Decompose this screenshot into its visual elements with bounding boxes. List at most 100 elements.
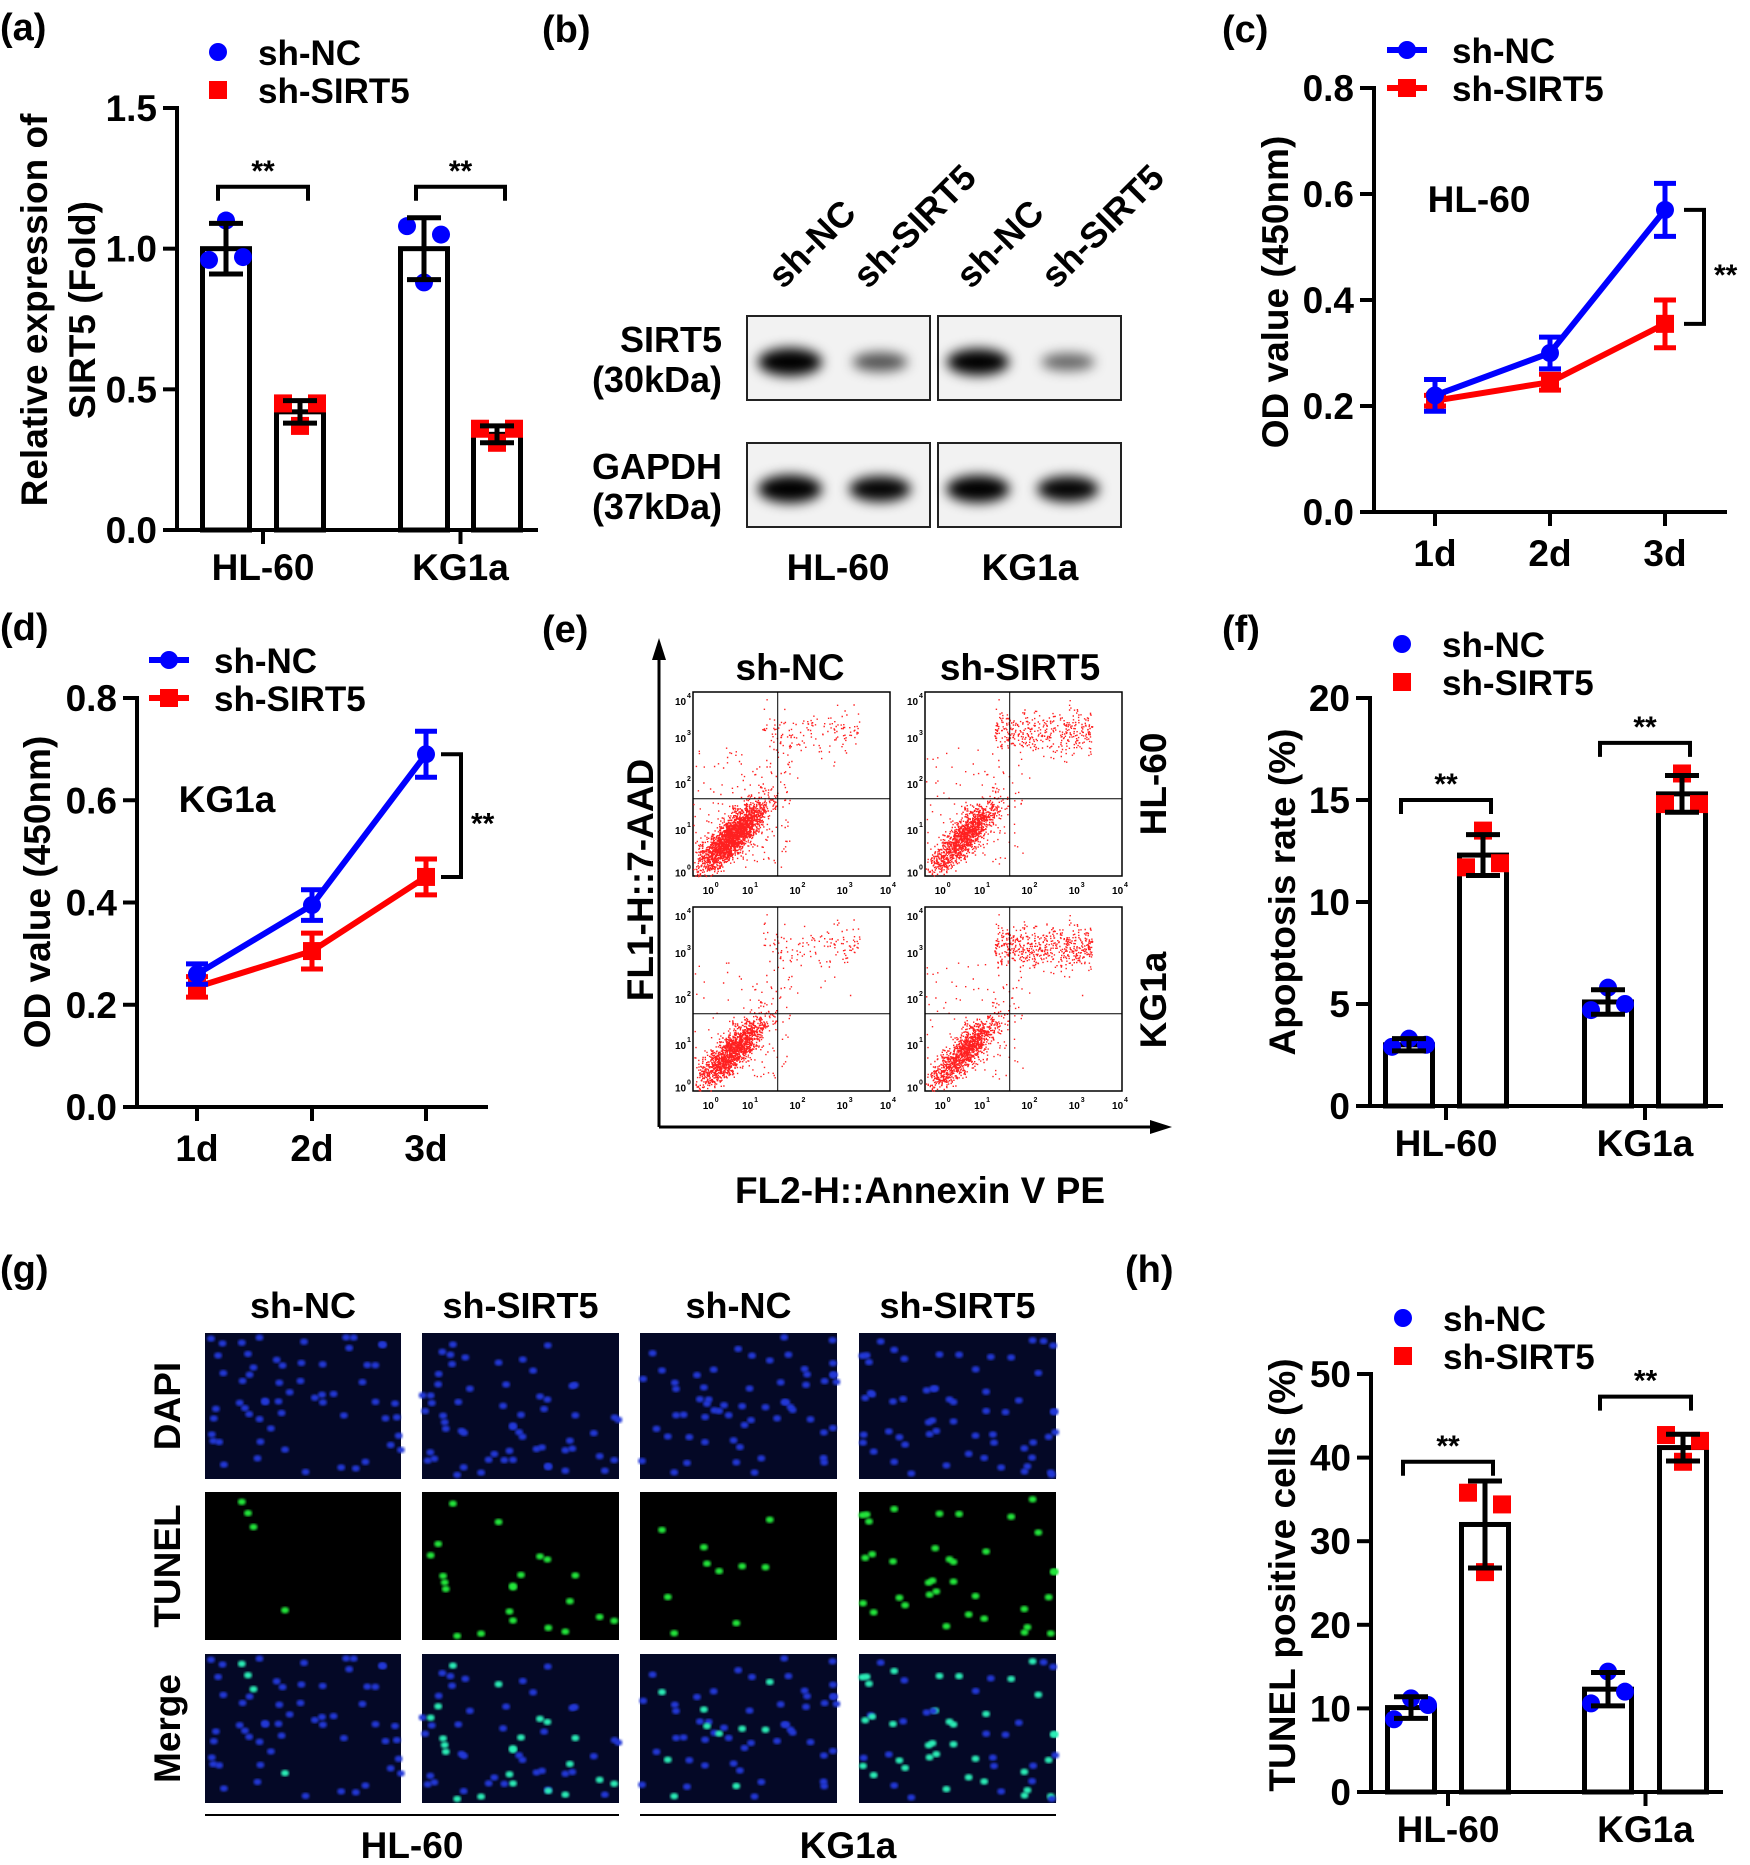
cell-nucleus bbox=[351, 1789, 360, 1796]
cell-nucleus bbox=[448, 1360, 457, 1368]
x-tick-exponent: 0 bbox=[947, 882, 951, 889]
cell-nucleus bbox=[670, 1630, 679, 1637]
micrograph-tunel bbox=[205, 1492, 401, 1640]
bar bbox=[1657, 1445, 1709, 1795]
cell-nucleus bbox=[803, 1371, 812, 1378]
cell-nucleus bbox=[371, 1683, 380, 1691]
cell-nucleus bbox=[889, 1398, 897, 1405]
cell-nucleus bbox=[780, 1655, 789, 1662]
significance-bracket bbox=[414, 184, 507, 201]
cell-nucleus bbox=[949, 1398, 958, 1406]
cell-nucleus bbox=[738, 1725, 747, 1732]
cell-nucleus bbox=[658, 1367, 666, 1374]
cell-nucleus bbox=[732, 1459, 741, 1466]
cell-nucleus bbox=[214, 1673, 223, 1681]
cell-nucleus bbox=[861, 1717, 870, 1724]
cell-nucleus bbox=[1023, 1463, 1032, 1470]
arrow-head-icon bbox=[1150, 1120, 1172, 1134]
cell-nucleus bbox=[1001, 1408, 1010, 1416]
cell-nucleus bbox=[278, 1362, 287, 1369]
x-tick-label: HL-60 bbox=[212, 547, 315, 588]
cell-nucleus bbox=[935, 1672, 944, 1680]
cell-nucleus bbox=[986, 1353, 995, 1361]
cell-nucleus bbox=[378, 1341, 387, 1349]
cell-nucleus bbox=[695, 1396, 704, 1403]
cell-nucleus bbox=[699, 1544, 708, 1551]
x-tick-label: 10 bbox=[742, 1101, 754, 1112]
cell-nucleus bbox=[828, 1658, 837, 1665]
cell-nucleus bbox=[509, 1746, 518, 1754]
cell-nucleus bbox=[693, 1693, 701, 1701]
cell-nucleus bbox=[828, 1747, 837, 1755]
cell-nucleus bbox=[477, 1469, 486, 1476]
cell-nucleus bbox=[589, 1429, 598, 1437]
cell-nucleus bbox=[261, 1721, 270, 1728]
data-point bbox=[1656, 795, 1674, 814]
cell-nucleus bbox=[720, 1402, 728, 1409]
data-point bbox=[1541, 344, 1559, 362]
cell-nucleus bbox=[890, 1458, 899, 1466]
panel-label: (e) bbox=[542, 609, 588, 651]
cell-nucleus bbox=[695, 1718, 704, 1725]
y-tick-label: 10 bbox=[675, 995, 687, 1006]
y-axis-title: OD value (450nm) bbox=[17, 736, 58, 1049]
y-tick-exponent: 4 bbox=[687, 693, 691, 700]
panel-label: (a) bbox=[0, 7, 46, 49]
cell-nucleus bbox=[430, 1455, 439, 1462]
cell-nucleus bbox=[441, 1748, 450, 1755]
cell-nucleus bbox=[1051, 1752, 1060, 1759]
cell-nucleus bbox=[949, 1721, 958, 1728]
cell-nucleus bbox=[218, 1340, 227, 1347]
y-axis-title: FL1-H::7-AAD bbox=[620, 759, 661, 1002]
y-tick-label: 0 bbox=[1330, 1772, 1351, 1813]
protein-band bbox=[1041, 353, 1095, 371]
y-tick-label: 0.8 bbox=[1303, 68, 1354, 109]
cell-nucleus bbox=[371, 1362, 380, 1369]
cell-nucleus bbox=[441, 1425, 450, 1432]
cell-nucleus bbox=[300, 1338, 308, 1345]
y-tick-label: 15 bbox=[1309, 780, 1350, 821]
cell-nucleus bbox=[509, 1780, 517, 1787]
cell-nucleus bbox=[543, 1396, 552, 1403]
cell-nucleus bbox=[477, 1793, 486, 1800]
cell-nucleus bbox=[1028, 1337, 1037, 1344]
cell-line-label: HL-60 bbox=[361, 1825, 464, 1865]
x-tick-label: 10 bbox=[837, 1101, 849, 1112]
protein-band bbox=[946, 348, 1010, 376]
y-tick-label: 0.2 bbox=[66, 985, 117, 1026]
cell-nucleus bbox=[990, 1439, 998, 1446]
cell-nucleus bbox=[339, 1412, 348, 1419]
cell-nucleus bbox=[748, 1352, 756, 1359]
lane-label: sh-NC bbox=[948, 192, 1052, 296]
x-tick-exponent: 3 bbox=[849, 1097, 853, 1104]
cell-nucleus bbox=[780, 1721, 789, 1728]
x-tick-exponent: 0 bbox=[715, 882, 719, 889]
legend-label: sh-NC bbox=[258, 34, 361, 73]
cell-nucleus bbox=[988, 1754, 997, 1761]
x-tick-label: 10 bbox=[974, 1101, 986, 1112]
lane-label: sh-SIRT5 bbox=[1033, 156, 1172, 295]
x-tick-label: KG1a bbox=[1597, 1809, 1694, 1850]
legend-marker-circle bbox=[1394, 1309, 1412, 1327]
cell-nucleus bbox=[237, 1660, 246, 1668]
cell-nucleus bbox=[219, 1691, 228, 1699]
cell-nucleus bbox=[828, 1424, 837, 1432]
x-tick-label: 1d bbox=[1413, 533, 1456, 574]
cell-nucleus bbox=[342, 1334, 351, 1341]
cell-nucleus bbox=[907, 1470, 916, 1477]
cell-nucleus bbox=[561, 1791, 570, 1798]
cell-nucleus bbox=[453, 1632, 462, 1640]
cell-nucleus bbox=[868, 1551, 877, 1558]
cell-nucleus bbox=[858, 1511, 867, 1519]
x-tick-exponent: 3 bbox=[1081, 882, 1085, 889]
cell-nucleus bbox=[709, 1688, 718, 1695]
micrograph-merge bbox=[638, 1654, 841, 1803]
cell-nucleus bbox=[454, 1721, 463, 1728]
cell-nucleus bbox=[971, 1592, 980, 1600]
y-tick-exponent: 3 bbox=[919, 945, 923, 952]
cell-nucleus bbox=[543, 1556, 552, 1563]
cell-nucleus bbox=[949, 1418, 958, 1425]
cell-nucleus bbox=[318, 1399, 327, 1406]
cell-nucleus bbox=[543, 1718, 552, 1726]
cell-nucleus bbox=[494, 1359, 503, 1366]
